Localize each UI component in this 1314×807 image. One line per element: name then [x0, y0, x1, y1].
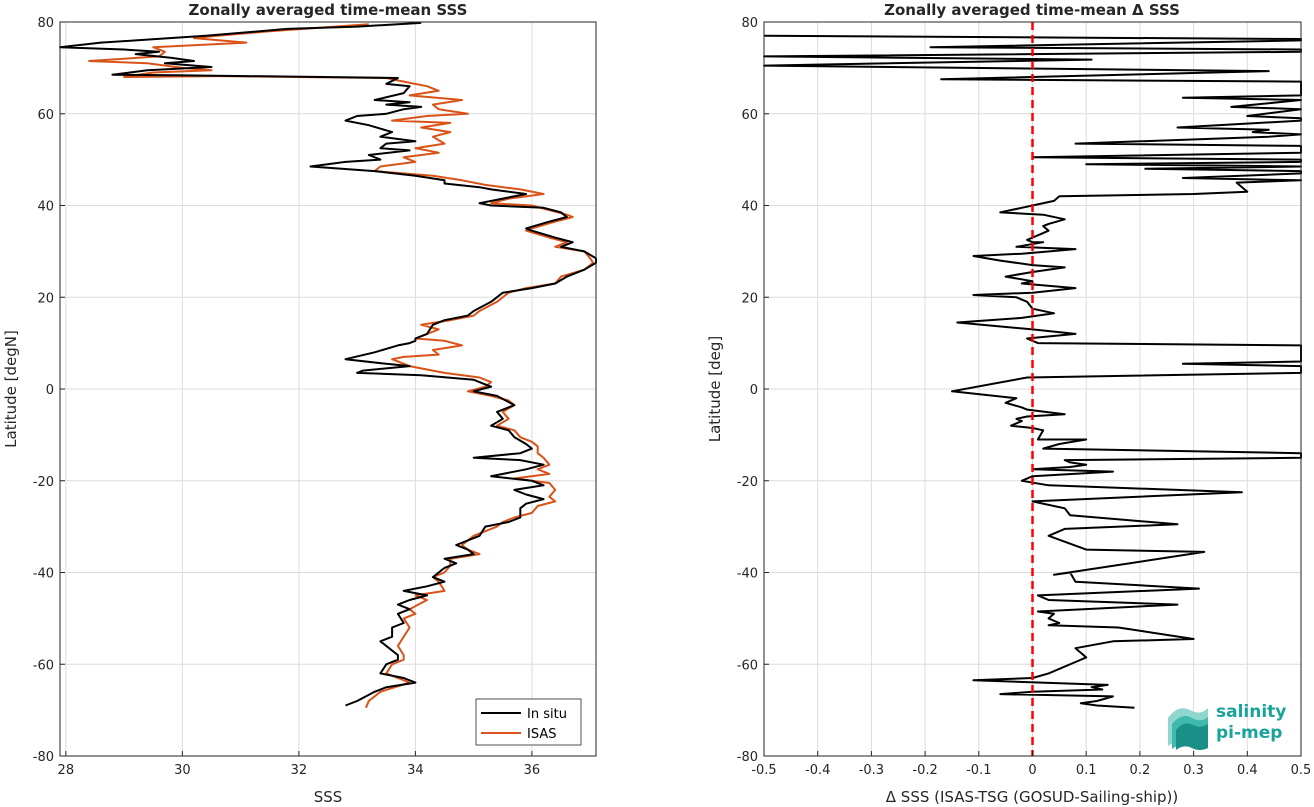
left-y-tick-label: -60	[33, 658, 54, 673]
logo-text-line1: salinity	[1216, 702, 1286, 722]
right-series	[763, 34, 1302, 709]
left-x-tick-label: 32	[291, 763, 308, 778]
left-y-tick-label: 60	[37, 108, 54, 123]
left-chart-title: Zonally averaged time-mean SSS	[189, 1, 468, 19]
right-x-tick-label: -0.3	[859, 763, 884, 778]
right-x-tick-label: 0.4	[1237, 763, 1258, 778]
right-ticks: -0.5 -0.4 -0.3 -0.2 -0.1 0 0.1 0.2 0.3 0.4 0.5 80 60…	[737, 16, 1312, 778]
right-y-tick-label: -60	[737, 658, 758, 673]
right-y-tick-label: 40	[741, 200, 758, 215]
left-y-tick-label: 0	[46, 383, 54, 398]
left-x-tick-label: 34	[407, 763, 424, 778]
right-y-tick-label: 20	[741, 291, 758, 306]
right-chart: -0.5 -0.4 -0.3 -0.2 -0.1 0 0.1 0.2 0.3 0.4 0.5 80 60…	[706, 1, 1311, 806]
right-chart-title: Zonally averaged time-mean Δ SSS	[884, 1, 1180, 19]
right-y-tick-label: 0	[750, 383, 758, 398]
left-x-tick-label: 30	[174, 763, 191, 778]
right-x-tick-label: 0.3	[1183, 763, 1204, 778]
right-x-tick-label: 0.2	[1130, 763, 1151, 778]
right-x-tick-label: 0	[1028, 763, 1036, 778]
legend-label-in-situ: In situ	[527, 707, 567, 722]
right-x-axis-label: Δ SSS (ISAS-TSG (GOSUD-Sailing-ship))	[886, 788, 1178, 806]
left-series	[59, 21, 597, 709]
right-y-tick-label: -20	[737, 475, 758, 490]
legend-box	[475, 698, 582, 746]
left-ticks: 28 30 32 34 36 80 60 40 20 0 -20 -40 -60 -80	[33, 16, 540, 778]
right-x-tick-label: 0.5	[1291, 763, 1312, 778]
left-y-tick-label: -40	[33, 567, 54, 582]
right-y-tick-label: 80	[741, 16, 758, 31]
legend: In situ ISAS	[475, 698, 582, 746]
left-x-tick-label: 36	[524, 763, 541, 778]
right-x-tick-label: -0.5	[751, 763, 776, 778]
left-chart: 28 30 32 34 36 80 60 40 20 0 -20 -40 -60 -80 Zonally …	[2, 1, 597, 806]
left-grid	[60, 21, 596, 757]
left-series-line-in-situ	[59, 21, 597, 707]
left-y-tick-label: 40	[37, 200, 54, 215]
right-x-tick-label: -0.4	[805, 763, 830, 778]
left-y-tick-label: 20	[37, 291, 54, 306]
logo-wave-icon	[1168, 708, 1208, 750]
salinity-pi-mep-logo: salinity pi-mep	[1168, 702, 1286, 750]
right-y-tick-label: -40	[737, 567, 758, 582]
right-x-tick-label: 0.1	[1076, 763, 1097, 778]
left-y-axis-label: Latitude [degN]	[2, 330, 20, 448]
right-y-axis-label: Latitude [deg]	[706, 336, 724, 442]
legend-label-isas: ISAS	[527, 727, 556, 742]
logo-text-line2: pi-mep	[1216, 723, 1282, 743]
right-x-tick-label: -0.1	[966, 763, 991, 778]
right-y-tick-label: -80	[737, 750, 758, 765]
right-series-line-delta-sss	[763, 34, 1302, 709]
left-x-tick-label: 28	[58, 763, 75, 778]
right-y-tick-label: 60	[741, 108, 758, 123]
left-y-tick-label: -80	[33, 750, 54, 765]
left-x-axis-label: SSS	[314, 788, 343, 806]
left-y-tick-label: -20	[33, 475, 54, 490]
right-x-tick-label: -0.2	[912, 763, 937, 778]
left-y-tick-label: 80	[37, 16, 54, 31]
